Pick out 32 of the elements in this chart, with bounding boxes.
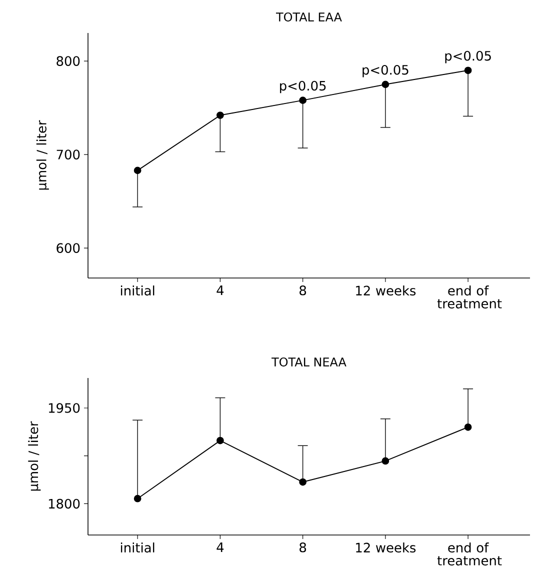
x-tick-label: end of treatment	[437, 542, 502, 566]
x-tick-label: initial	[120, 285, 154, 296]
point	[464, 423, 472, 431]
x-tick-label: 12 weeks	[356, 285, 416, 296]
point	[382, 457, 390, 465]
x-tick-label: 8	[300, 542, 306, 552]
annotation: p<0.05	[362, 64, 408, 78]
x-tick-label: 4	[216, 286, 224, 295]
x-tick-label: 12 weeks	[356, 542, 416, 553]
y-tick-label: 700	[56, 150, 80, 160]
point	[382, 80, 390, 88]
point	[134, 494, 142, 502]
y-axis-title: μmol / liter	[36, 120, 49, 190]
x-tick-label: end of treatment	[437, 285, 502, 308]
annotation: p<0.05	[280, 80, 326, 94]
point	[464, 66, 472, 74]
x-tick-label: 8	[300, 286, 306, 296]
point	[299, 478, 306, 486]
point	[216, 112, 224, 119]
y-tick-label: 1950	[48, 403, 80, 413]
y-tick-label: 800	[56, 56, 80, 66]
y-tick-label: 1800	[48, 498, 80, 509]
x-tick-label: 4	[216, 542, 224, 552]
point	[299, 96, 306, 104]
point	[134, 166, 142, 174]
point	[216, 436, 224, 444]
y-tick-label: 600	[56, 243, 80, 253]
y-axis-title: μmol / liter	[28, 421, 41, 491]
x-tick-label: initial	[120, 542, 154, 553]
chart-title: TOTAL NEAA	[272, 357, 346, 367]
annotation: p<0.05	[445, 50, 491, 64]
chart-title: TOTAL EAA	[276, 12, 342, 22]
